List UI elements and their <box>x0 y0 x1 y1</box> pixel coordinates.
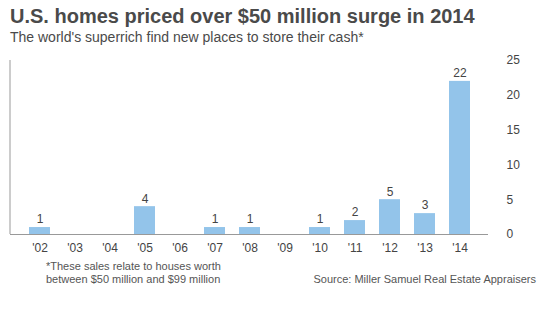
svg-text:4: 4 <box>142 192 149 206</box>
svg-text:'14: '14 <box>452 241 468 255</box>
svg-text:'12: '12 <box>382 241 398 255</box>
html-text:*These sales relate to houses: *These sales relate to houses worth betw… <box>46 260 221 285</box>
html-text:The world's superrich find new: The world's superrich find new places to… <box>10 29 364 45</box>
svg-text:'10: '10 <box>312 241 328 255</box>
html-text:U.S. homes priced over $50 mil: U.S. homes priced over $50 million surge… <box>10 5 475 27</box>
svg-text:'09: '09 <box>277 241 293 255</box>
svg-text:22: 22 <box>453 66 467 80</box>
svg-text:'03: '03 <box>67 241 83 255</box>
html-text:Source: Miller Samuel Real Est: Source: Miller Samuel Real Estate Apprai… <box>313 273 536 285</box>
svg-text:'11: '11 <box>348 241 363 255</box>
svg-text:'06: '06 <box>172 241 188 255</box>
svg-text:2: 2 <box>352 205 359 219</box>
svg-text:1: 1 <box>36 212 44 227</box>
svg-text:5: 5 <box>507 193 514 207</box>
svg-text:1: 1 <box>317 212 324 226</box>
svg-text:1: 1 <box>212 212 219 226</box>
svg-text:'05: '05 <box>137 241 153 255</box>
svg-text:'08: '08 <box>242 241 258 255</box>
svg-text:1: 1 <box>247 212 254 226</box>
svg-text:0: 0 <box>507 227 514 241</box>
svg-text:20: 20 <box>507 88 521 102</box>
svg-text:25: 25 <box>507 53 521 67</box>
svg-text:'13: '13 <box>417 241 433 255</box>
svg-text:'04: '04 <box>102 241 118 255</box>
svg-text:5: 5 <box>387 185 394 199</box>
svg-text:15: 15 <box>507 123 521 137</box>
svg-text:3: 3 <box>422 198 429 212</box>
svg-text:10: 10 <box>507 158 521 172</box>
svg-text:'07: '07 <box>207 241 223 255</box>
svg-text:'02: '02 <box>32 241 48 255</box>
